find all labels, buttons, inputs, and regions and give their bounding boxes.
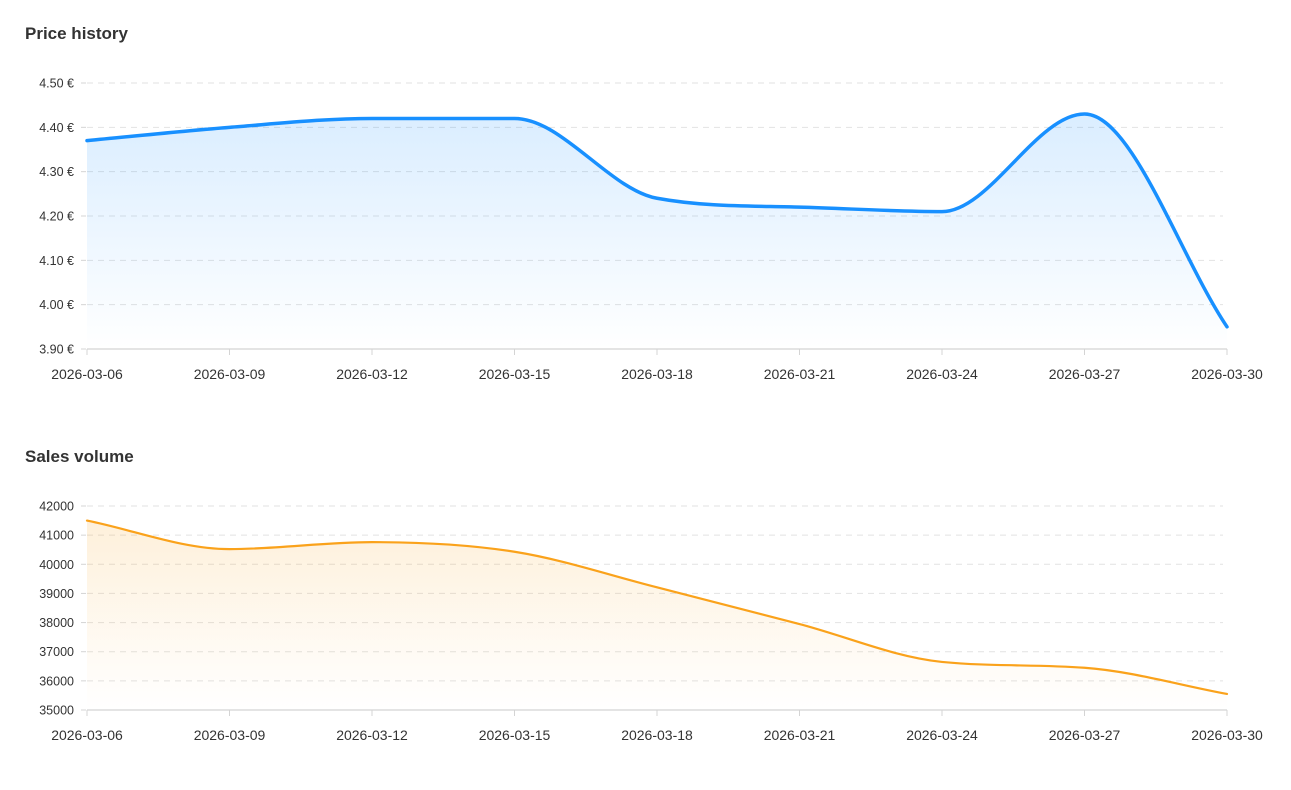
series-line <box>85 112 1229 329</box>
data-point[interactable]: 2026-03-24: 36650 <box>939 659 945 665</box>
data-point[interactable]: 2026-03-12: 40760 <box>369 539 375 545</box>
data-point[interactable]: 2026-03-24: 4.21 <box>939 209 945 215</box>
data-point[interactable]: 2026-03-06: 4.37 <box>84 138 90 144</box>
x-tick-label: 2026-03-12 <box>336 366 408 382</box>
y-tick-label: 36000 <box>39 674 74 688</box>
x-tick-label: 2026-03-30 <box>1191 727 1263 743</box>
price-history-panel: Price history 3.90 € 4.00 € 4.10 € 4.20 € 4.… <box>25 24 1263 383</box>
data-point[interactable]: 2026-03-12: 4.42 <box>369 115 375 121</box>
series-line <box>85 519 1229 696</box>
y-tick-label: 4.50 € <box>39 77 74 91</box>
x-tick-label: 2026-03-09 <box>194 727 266 743</box>
sales-volume-chart: 35000 36000 37000 38000 39000 40000 41000 42000… <box>39 500 1263 744</box>
y-tick-label: 4.40 € <box>39 121 74 135</box>
x-tick-label: 2026-03-09 <box>194 366 266 382</box>
x-tick-label: 2026-03-06 <box>51 366 123 382</box>
x-tick-label: 2026-03-21 <box>764 727 836 743</box>
x-tick-label: 2026-03-06 <box>51 727 123 743</box>
data-point[interactable]: 2026-03-18: 4.24 <box>654 195 660 201</box>
y-tick-label: 39000 <box>39 587 74 601</box>
x-tick-label: 2026-03-15 <box>479 366 551 382</box>
y-tick-label: 4.00 € <box>39 298 74 312</box>
x-tick-label: 2026-03-12 <box>336 727 408 743</box>
y-tick-label: 42000 <box>39 500 74 514</box>
y-tick-label: 35000 <box>39 704 74 718</box>
data-point[interactable]: 2026-03-18: 39210 <box>654 584 660 590</box>
x-tick-label: 2026-03-30 <box>1191 366 1263 382</box>
data-point[interactable]: 2026-03-15: 4.42 <box>512 115 518 121</box>
y-tick-label: 38000 <box>39 616 74 630</box>
data-point[interactable]: 2026-03-15: 40430 <box>512 549 518 555</box>
data-point[interactable]: 2026-03-06: 41500 <box>84 518 90 524</box>
x-tick-label: 2026-03-24 <box>906 366 978 382</box>
y-tick-label: 41000 <box>39 529 74 543</box>
data-point[interactable]: 2026-03-09: 4.4 <box>227 124 233 130</box>
price-history-title: Price history <box>25 24 128 43</box>
data-point[interactable]: 2026-03-21: 37950 <box>797 621 803 627</box>
data-point[interactable]: 2026-03-27: 36450 <box>1082 665 1088 671</box>
data-point[interactable]: 2026-03-30: 35550 <box>1224 691 1230 697</box>
y-tick-label: 40000 <box>39 558 74 572</box>
series-area <box>87 114 1227 349</box>
sales-volume-panel: Sales volume 35000 36000 37000 38000 39000 40… <box>0 400 1291 790</box>
x-tick-label: 2026-03-27 <box>1049 727 1121 743</box>
y-tick-label: 4.10 € <box>39 254 74 268</box>
data-point[interactable]: 2026-03-27: 4.43 <box>1082 111 1088 117</box>
data-point[interactable]: 2026-03-09: 40520 <box>227 546 233 552</box>
data-point[interactable]: 2026-03-21: 4.22 <box>797 204 803 210</box>
y-tick-label: 4.30 € <box>39 165 74 179</box>
y-tick-label: 4.20 € <box>39 210 74 224</box>
x-tick-label: 2026-03-18 <box>621 727 693 743</box>
y-tick-label: 37000 <box>39 645 74 659</box>
sales-volume-title: Sales volume <box>25 447 134 466</box>
y-tick-label: 3.90 € <box>39 343 74 357</box>
x-tick-label: 2026-03-18 <box>621 366 693 382</box>
x-tick-label: 2026-03-27 <box>1049 366 1121 382</box>
price-history-chart: 3.90 € 4.00 € 4.10 € 4.20 € 4.30 € 4.40 € 4.50… <box>39 77 1263 383</box>
x-tick-label: 2026-03-15 <box>479 727 551 743</box>
x-tick-label: 2026-03-24 <box>906 727 978 743</box>
data-point[interactable]: 2026-03-30: 3.95 <box>1224 324 1230 330</box>
x-tick-label: 2026-03-21 <box>764 366 836 382</box>
